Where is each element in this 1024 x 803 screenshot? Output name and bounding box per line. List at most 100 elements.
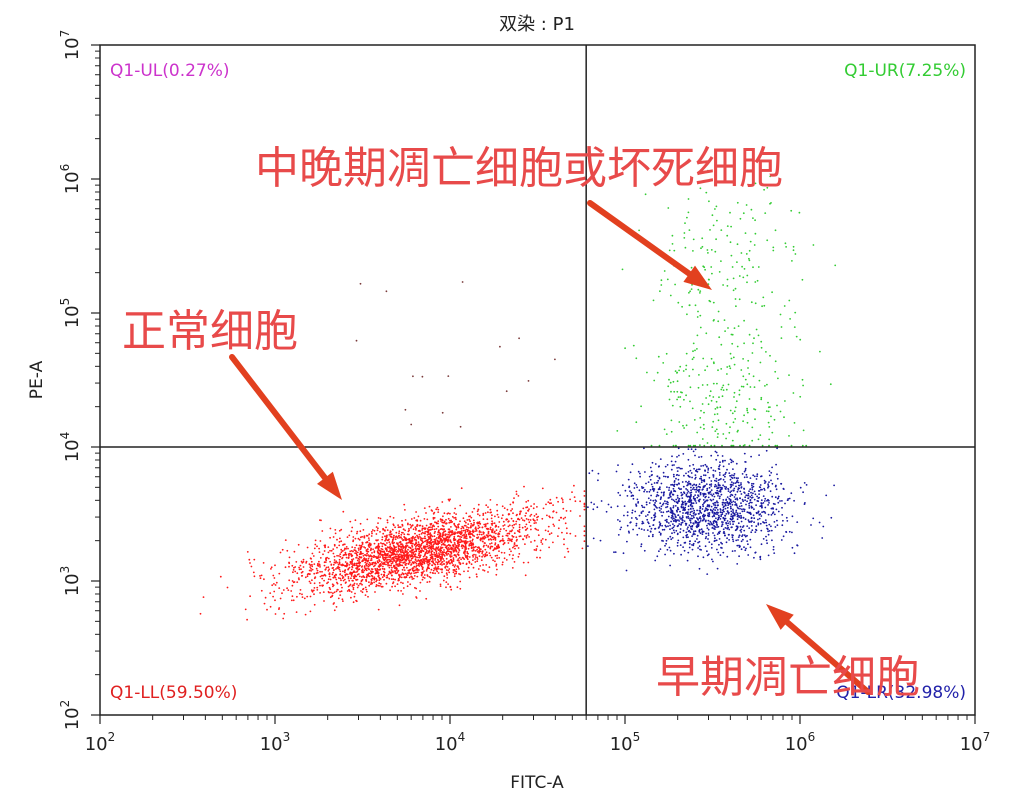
- scatter-point-ll: [313, 593, 315, 596]
- scatter-point-lr: [698, 500, 701, 503]
- scatter-point-lr: [725, 471, 727, 474]
- scatter-point-lr: [753, 517, 756, 520]
- scatter-point-lr: [776, 447, 778, 450]
- scatter-point-ll: [447, 512, 450, 514]
- scatter-point-ll: [491, 524, 494, 526]
- scatter-point-lr: [630, 491, 633, 494]
- scatter-point-lr: [686, 495, 689, 498]
- scatter-point-lr: [684, 502, 687, 505]
- scatter-point-ll: [401, 564, 404, 567]
- scatter-point-ll: [333, 609, 336, 612]
- scatter-point-ll: [501, 538, 504, 540]
- scatter-point-ll: [427, 551, 430, 554]
- scatter-point-lr: [804, 502, 806, 504]
- scatter-point-ll: [491, 530, 493, 533]
- scatter-point-ll: [426, 518, 429, 521]
- annotation-normal-cells: 正常细胞: [122, 306, 298, 357]
- scatter-point-ll: [340, 583, 342, 586]
- scatter-point-ll: [443, 512, 446, 515]
- scatter-point-lr: [757, 510, 760, 513]
- scatter-point-ur: [801, 378, 804, 381]
- scatter-point-lr: [833, 484, 835, 487]
- scatter-point-lr: [736, 518, 739, 521]
- scatter-point-ll: [335, 568, 337, 570]
- scatter-point-ur: [674, 283, 676, 286]
- scatter-point-ll: [327, 591, 330, 593]
- scatter-point-ll: [567, 550, 570, 553]
- scatter-point-lr: [677, 487, 680, 490]
- scatter-point-ll: [495, 529, 498, 531]
- scatter-point-ll: [357, 537, 360, 540]
- scatter-point-ll: [489, 508, 492, 511]
- scatter-point-lr: [713, 534, 716, 537]
- scatter-point-ll: [502, 540, 504, 542]
- arrow-normal-cells-shaft: [229, 354, 328, 481]
- scatter-point-ll: [313, 582, 316, 585]
- scatter-point-lr: [669, 528, 671, 531]
- scatter-point-ur: [790, 444, 793, 447]
- scatter-point-ur: [758, 379, 761, 382]
- scatter-point-ll: [305, 562, 307, 564]
- scatter-point-ur: [687, 211, 690, 214]
- scatter-point-lr: [629, 521, 632, 524]
- scatter-point-ur: [694, 349, 696, 352]
- scatter-point-lr: [729, 458, 732, 461]
- scatter-point-ll: [318, 547, 320, 550]
- scatter-point-ll: [583, 534, 586, 537]
- scatter-point-ll: [468, 543, 471, 546]
- scatter-point-ll: [468, 518, 471, 521]
- scatter-point-lr: [716, 518, 719, 521]
- scatter-point-ll: [501, 514, 504, 517]
- scatter-point-lr: [699, 492, 702, 495]
- scatter-point-ll: [407, 563, 410, 565]
- scatter-point-ll: [385, 550, 388, 552]
- scatter-point-ll: [441, 568, 443, 571]
- scatter-point-lr: [765, 539, 768, 542]
- scatter-point-ll: [414, 526, 417, 529]
- scatter-point-ll: [449, 539, 452, 541]
- scatter-point-ll: [394, 526, 396, 529]
- scatter-point-ll: [357, 547, 360, 550]
- scatter-point-ll: [563, 543, 565, 546]
- scatter-point-lr: [736, 544, 739, 547]
- scatter-point-ll: [437, 565, 440, 568]
- scatter-point-ll: [434, 555, 436, 557]
- scatter-point-ll: [464, 535, 467, 538]
- scatter-point-ll: [311, 565, 314, 568]
- scatter-point-ll: [518, 528, 521, 531]
- scatter-point-lr: [782, 519, 784, 522]
- scatter-point-ll: [442, 558, 445, 560]
- scatter-point-ll: [373, 556, 376, 558]
- scatter-point-ll: [327, 581, 329, 584]
- scatter-point-lr: [719, 530, 721, 533]
- scatter-point-lr: [776, 519, 778, 522]
- scatter-point-lr: [724, 517, 727, 520]
- scatter-point-ll: [319, 540, 322, 542]
- scatter-point-lr: [759, 558, 762, 561]
- scatter-point-ll: [348, 590, 351, 592]
- scatter-point-ll: [354, 537, 357, 540]
- scatter-point-ll: [350, 577, 352, 580]
- scatter-point-lr: [780, 482, 782, 485]
- scatter-point-lr: [702, 519, 704, 522]
- scatter-point-lr: [825, 494, 828, 497]
- annotation-arrows: [229, 200, 871, 695]
- scatter-point-ll: [583, 540, 586, 543]
- scatter-point-lr: [689, 511, 692, 514]
- scatter-point-ll: [409, 523, 412, 526]
- scatter-point-ll: [343, 553, 346, 556]
- scatter-point-ll: [465, 512, 468, 515]
- scatter-point-ur: [624, 347, 626, 350]
- scatter-point-ur: [679, 405, 682, 408]
- scatter-point-lr: [643, 549, 646, 552]
- scatter-point-lr: [767, 485, 770, 488]
- scatter-point-ll: [466, 526, 468, 528]
- scatter-point-ll: [487, 535, 489, 538]
- scatter-point-ll: [468, 530, 471, 532]
- scatter-point-lr: [718, 465, 720, 468]
- scatter-point-ll: [395, 557, 397, 560]
- scatter-point-lr: [750, 505, 753, 508]
- scatter-point-ll: [515, 490, 518, 493]
- scatter-point-ll: [404, 572, 407, 575]
- scatter-point-ll: [452, 564, 454, 567]
